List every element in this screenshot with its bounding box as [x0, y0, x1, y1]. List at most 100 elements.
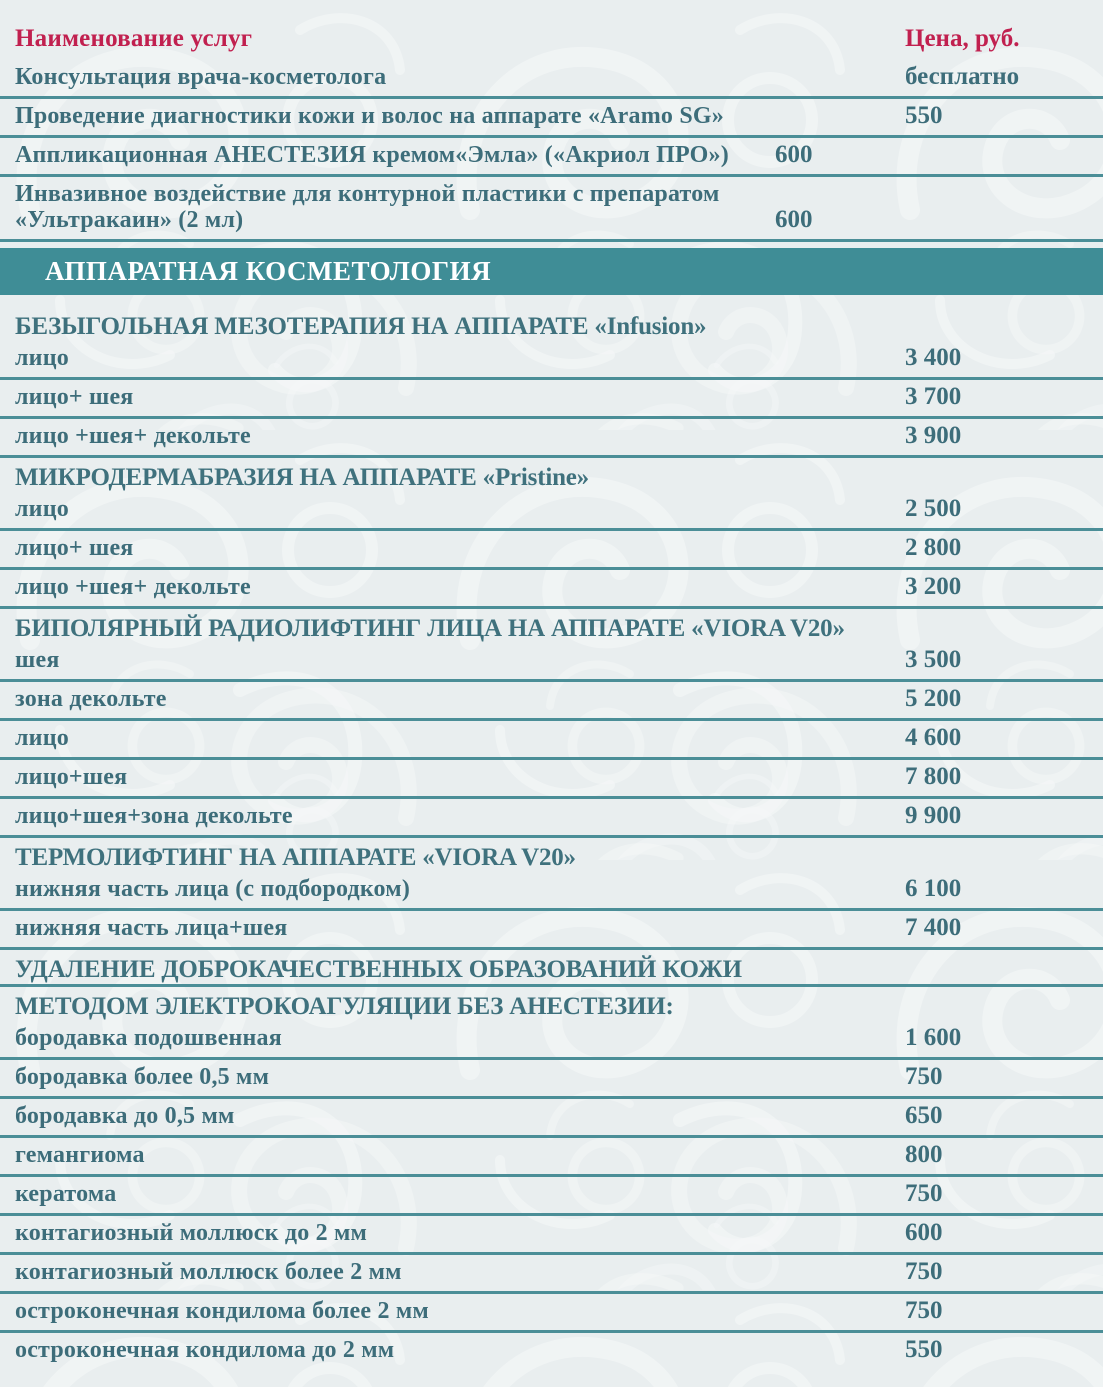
row-divider	[0, 1174, 1103, 1177]
row-divider	[0, 174, 1103, 177]
table-row: лицо+ шея 3 700	[0, 380, 1103, 416]
service-name: Консультация врача-косметолога	[15, 64, 387, 90]
service-name: зона декольте	[15, 686, 167, 712]
table-row: лицо +шея+ декольте 3 200	[0, 570, 1103, 606]
row-divider	[0, 528, 1103, 531]
service-price: 3 400	[905, 344, 962, 371]
table-row: бородавка подошвенная 1 600	[0, 1021, 1103, 1057]
table-row: лицо +шея+ декольте 3 900	[0, 419, 1103, 455]
table-row: бородавка до 0,5 мм 650	[0, 1099, 1103, 1135]
table-row: остроконечная кондилома до 2 мм 550	[0, 1333, 1103, 1369]
row-divider	[0, 908, 1103, 911]
row-divider	[0, 1291, 1103, 1294]
section-title: БИПОЛЯРНЫЙ РАДИОЛИФТИНГ ЛИЦА НА АППАРАТЕ…	[15, 615, 845, 642]
service-name: бородавка подошвенная	[15, 1025, 282, 1051]
table-row: нижняя часть лица+шея 7 400	[0, 911, 1103, 947]
row-divider	[0, 984, 1103, 987]
table-row: контагиозный моллюск более 2 мм 750	[0, 1255, 1103, 1291]
table-row: бородавка более 0,5 мм 750	[0, 1060, 1103, 1096]
service-price: 600	[775, 206, 813, 233]
service-name: лицо +шея+ декольте	[15, 423, 251, 449]
row-divider	[0, 377, 1103, 380]
service-price: 2 800	[905, 534, 962, 561]
section-title: БЕЗЫГОЛЬНАЯ МЕЗОТЕРАПИЯ НА АППАРАТЕ «Inf…	[15, 313, 707, 340]
row-divider	[0, 1057, 1103, 1060]
row-divider	[0, 718, 1103, 721]
table-row: шея 3 500	[0, 643, 1103, 679]
service-name: шея	[15, 647, 60, 673]
row-divider	[0, 679, 1103, 682]
row-divider	[0, 835, 1103, 838]
service-price: 750	[905, 1063, 943, 1090]
table-row: лицо+ шея 2 800	[0, 531, 1103, 567]
service-name: остроконечная кондилома более 2 мм	[15, 1298, 429, 1324]
row-divider	[0, 135, 1103, 138]
service-name: бородавка до 0,5 мм	[15, 1103, 235, 1129]
row-divider	[0, 416, 1103, 419]
table-row: Консультация врача-косметолога бесплатно	[0, 60, 1103, 96]
service-name: Аппликационная АНЕСТЕЗИЯ кремом«Эмла» («…	[15, 142, 729, 168]
service-name: лицо +шея+ декольте	[15, 574, 251, 600]
column-header-price: Цена, руб.	[905, 25, 1020, 52]
row-divider	[0, 606, 1103, 609]
service-name: контагиозный моллюск более 2 мм	[15, 1259, 402, 1285]
service-name: лицо	[15, 496, 69, 522]
row-divider	[0, 1330, 1103, 1333]
service-price: 3 900	[905, 422, 962, 449]
row-divider	[0, 1135, 1103, 1138]
service-name: лицо+ шея	[15, 384, 134, 410]
row-divider	[0, 757, 1103, 760]
service-price: 1 600	[905, 1024, 962, 1051]
table-row: Инвазивное воздействие для контурной пла…	[0, 177, 1103, 239]
table-row: лицо+шея+зона декольте 9 900	[0, 799, 1103, 835]
service-price: 750	[905, 1180, 943, 1207]
service-price: 4 600	[905, 724, 962, 751]
table-row: лицо 4 600	[0, 721, 1103, 757]
service-name: лицо	[15, 345, 69, 371]
service-name: контагиозный моллюск до 2 мм	[15, 1220, 368, 1246]
service-price: 750	[905, 1258, 943, 1285]
service-name: лицо	[15, 725, 69, 751]
service-price: 6 100	[905, 875, 962, 902]
table-row: нижняя часть лица (с подбородком) 6 100	[0, 872, 1103, 908]
row-divider	[0, 947, 1103, 950]
service-name: Инвазивное воздействие для контурной пла…	[15, 181, 720, 233]
service-price: 2 500	[905, 495, 962, 522]
category-banner: АППАРАТНАЯ КОСМЕТОЛОГИЯ	[0, 248, 1103, 295]
table-row: лицо 3 400	[0, 341, 1103, 377]
section-title: УДАЛЕНИЕ ДОБРОКАЧЕСТВЕННЫХ ОБРАЗОВАНИЙ К…	[15, 956, 742, 983]
service-name: нижняя часть лица (с подбородком)	[15, 876, 411, 902]
service-price: бесплатно	[905, 63, 1020, 90]
service-price: 3 200	[905, 573, 962, 600]
service-price: 3 700	[905, 383, 962, 410]
section-title: МИКРОДЕРМАБРАЗИЯ НА АППАРАТЕ «Pristine»	[15, 464, 589, 491]
service-price: 3 500	[905, 646, 962, 673]
table-row: гемангиома 800	[0, 1138, 1103, 1174]
service-name: нижняя часть лица+шея	[15, 915, 288, 941]
table-row: контагиозный моллюск до 2 мм 600	[0, 1216, 1103, 1252]
table-row: Аппликационная АНЕСТЕЗИЯ кремом«Эмла» («…	[0, 138, 1103, 174]
service-price: 7 800	[905, 763, 962, 790]
row-divider	[0, 1252, 1103, 1255]
service-price: 9 900	[905, 802, 962, 829]
table-row: остроконечная кондилома более 2 мм 750	[0, 1294, 1103, 1330]
row-divider	[0, 567, 1103, 570]
column-header-service: Наименование услуг	[15, 25, 253, 52]
section-title: МЕТОДОМ ЭЛЕКТРОКОАГУЛЯЦИИ БЕЗ АНЕСТЕЗИИ:	[15, 993, 674, 1020]
service-name: Проведение диагностики кожи и волос на а…	[15, 103, 724, 129]
service-price: 550	[905, 102, 943, 129]
service-price: 7 400	[905, 914, 962, 941]
service-price: 650	[905, 1102, 943, 1129]
table-row: лицо+шея 7 800	[0, 760, 1103, 796]
service-price: 5 200	[905, 685, 962, 712]
table-row: зона декольте 5 200	[0, 682, 1103, 718]
service-name: лицо+шея+зона декольте	[15, 803, 293, 829]
service-price: 800	[905, 1141, 943, 1168]
service-name: остроконечная кондилома до 2 мм	[15, 1337, 395, 1363]
service-name: кератома	[15, 1181, 117, 1207]
service-price: 550	[905, 1336, 943, 1363]
section-title: ТЕРМОЛИФТИНГ НА АППАРАТЕ «VIORA V20»	[15, 844, 576, 871]
